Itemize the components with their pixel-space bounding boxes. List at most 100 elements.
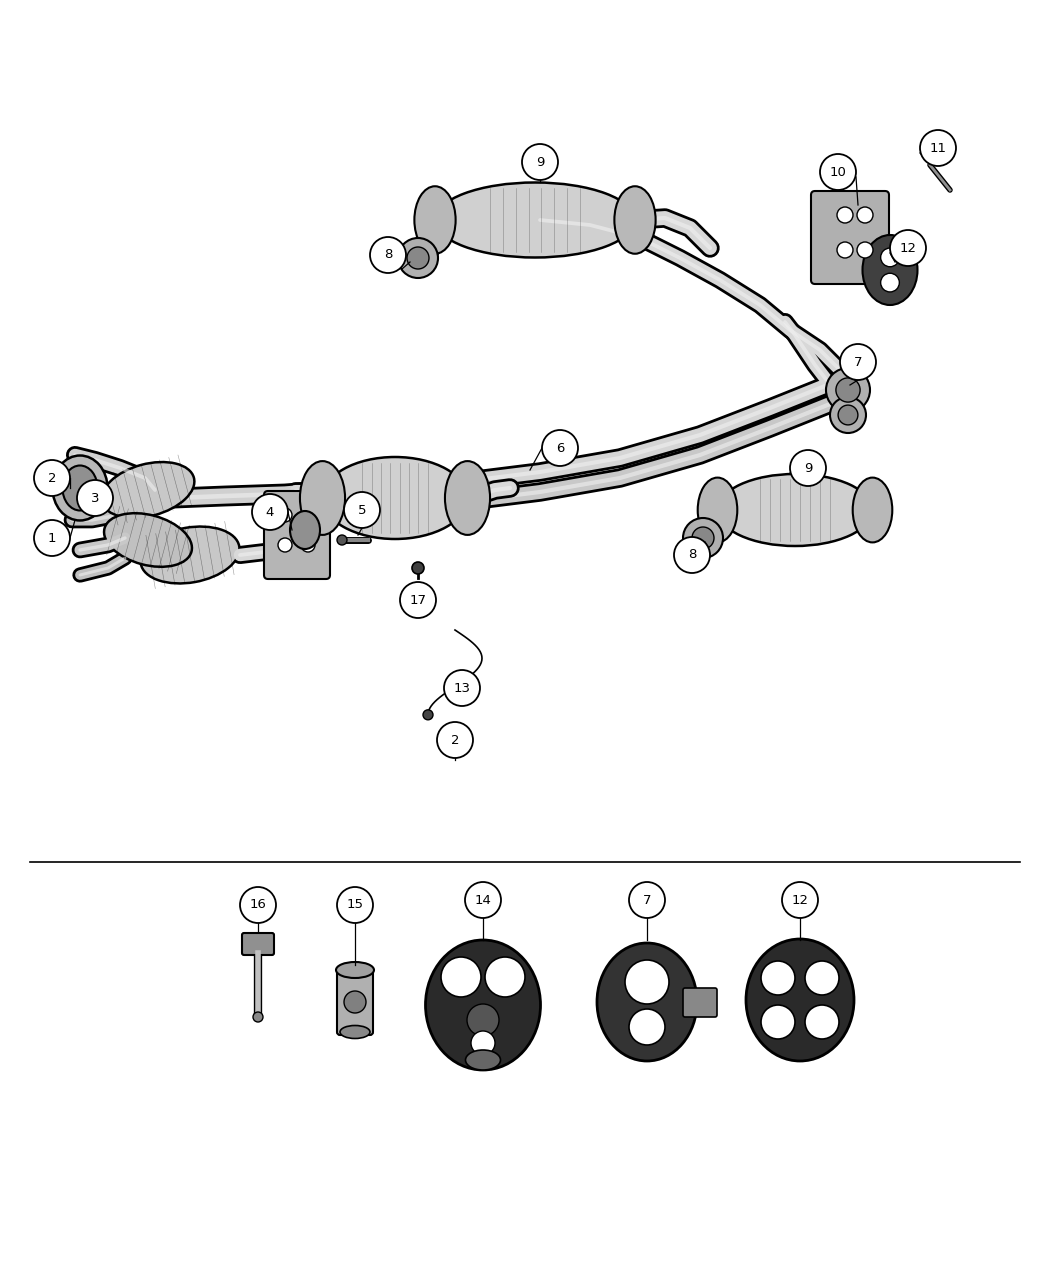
Circle shape (805, 1005, 839, 1039)
Circle shape (252, 493, 288, 530)
Ellipse shape (717, 474, 873, 546)
Circle shape (412, 562, 424, 574)
Circle shape (441, 958, 481, 997)
Text: 13: 13 (454, 682, 470, 695)
Ellipse shape (322, 456, 467, 539)
Circle shape (840, 344, 876, 380)
Circle shape (625, 960, 669, 1003)
Circle shape (826, 368, 870, 412)
Circle shape (836, 377, 860, 402)
Ellipse shape (597, 944, 697, 1061)
Circle shape (881, 273, 900, 292)
Circle shape (674, 537, 710, 572)
Circle shape (857, 242, 873, 258)
Circle shape (761, 1005, 795, 1039)
Text: 17: 17 (410, 593, 426, 607)
Circle shape (890, 230, 926, 266)
Ellipse shape (102, 462, 194, 518)
Text: 14: 14 (475, 894, 491, 907)
FancyBboxPatch shape (242, 933, 274, 955)
Circle shape (857, 207, 873, 223)
Circle shape (629, 1009, 665, 1046)
Text: 9: 9 (536, 156, 544, 168)
Text: 5: 5 (358, 504, 366, 516)
FancyBboxPatch shape (811, 191, 889, 284)
Circle shape (337, 887, 373, 923)
Ellipse shape (141, 527, 239, 584)
Text: 11: 11 (929, 142, 946, 154)
Ellipse shape (340, 1025, 370, 1039)
Text: 7: 7 (854, 356, 862, 368)
Text: 8: 8 (688, 548, 696, 561)
Circle shape (278, 538, 292, 552)
Text: 7: 7 (643, 894, 651, 907)
Circle shape (465, 882, 501, 918)
Ellipse shape (415, 186, 456, 254)
Circle shape (467, 1003, 499, 1037)
Ellipse shape (63, 465, 98, 510)
Circle shape (881, 249, 900, 266)
Circle shape (837, 207, 853, 223)
Circle shape (423, 710, 433, 720)
Circle shape (782, 882, 818, 918)
Circle shape (337, 536, 346, 544)
Circle shape (692, 527, 714, 550)
Ellipse shape (290, 511, 320, 550)
Text: 9: 9 (804, 462, 813, 474)
Ellipse shape (300, 462, 345, 536)
Text: 15: 15 (346, 899, 363, 912)
Circle shape (301, 507, 315, 521)
Circle shape (830, 397, 866, 434)
Text: 6: 6 (555, 441, 564, 454)
Ellipse shape (344, 991, 366, 1014)
Circle shape (522, 144, 558, 180)
Ellipse shape (862, 235, 918, 305)
Circle shape (837, 242, 853, 258)
Circle shape (370, 237, 406, 273)
Circle shape (344, 492, 380, 528)
Circle shape (542, 430, 578, 465)
Circle shape (240, 887, 276, 923)
Circle shape (253, 1012, 262, 1023)
Text: 1: 1 (47, 532, 57, 544)
Text: 16: 16 (250, 899, 267, 912)
Ellipse shape (853, 478, 892, 542)
FancyBboxPatch shape (682, 988, 717, 1017)
Text: 3: 3 (90, 491, 100, 505)
Text: 12: 12 (900, 241, 917, 255)
Circle shape (761, 961, 795, 994)
Ellipse shape (425, 940, 541, 1070)
Circle shape (34, 460, 70, 496)
Circle shape (471, 1031, 495, 1054)
Ellipse shape (697, 478, 737, 542)
Ellipse shape (614, 186, 655, 254)
Text: 10: 10 (830, 166, 846, 178)
Circle shape (485, 958, 525, 997)
Circle shape (805, 961, 839, 994)
FancyBboxPatch shape (264, 491, 330, 579)
Circle shape (838, 405, 858, 425)
Text: 2: 2 (450, 733, 459, 746)
Ellipse shape (465, 1051, 501, 1070)
Circle shape (407, 247, 429, 269)
Circle shape (301, 538, 315, 552)
Circle shape (444, 669, 480, 706)
Text: 8: 8 (384, 249, 393, 261)
Ellipse shape (435, 182, 635, 258)
Ellipse shape (746, 938, 854, 1061)
Text: 4: 4 (266, 505, 274, 519)
Circle shape (682, 518, 723, 558)
Text: 2: 2 (47, 472, 57, 484)
Circle shape (790, 450, 826, 486)
Circle shape (278, 507, 292, 521)
Circle shape (820, 154, 856, 190)
Circle shape (398, 238, 438, 278)
Circle shape (629, 882, 665, 918)
Circle shape (920, 130, 956, 166)
Ellipse shape (445, 462, 490, 536)
Ellipse shape (104, 514, 192, 567)
Circle shape (77, 479, 113, 516)
Ellipse shape (52, 455, 107, 520)
FancyBboxPatch shape (337, 966, 373, 1035)
Text: 12: 12 (792, 894, 809, 907)
